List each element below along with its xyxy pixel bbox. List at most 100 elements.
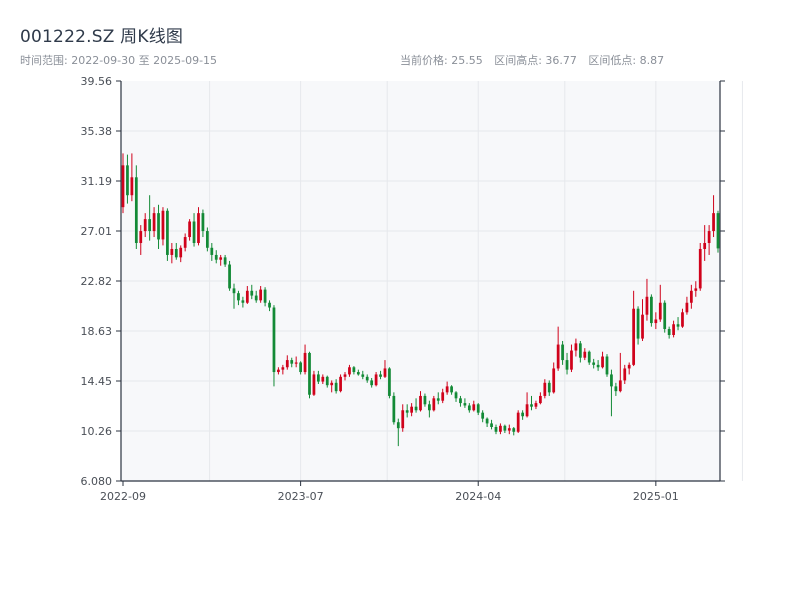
candle: [467, 403, 471, 413]
candle: [618, 352, 622, 393]
candle-body: [161, 210, 165, 240]
candle: [485, 417, 489, 427]
candle: [294, 356, 298, 368]
candle: [512, 426, 516, 436]
candle-body: [654, 319, 658, 324]
candle: [356, 369, 360, 376]
candle-body: [365, 376, 369, 381]
candle: [436, 392, 440, 405]
candle-body: [636, 308, 640, 339]
candle: [645, 278, 649, 321]
candle: [663, 300, 667, 333]
candle-body: [414, 406, 418, 411]
candle: [157, 204, 160, 249]
candle-body: [343, 374, 347, 377]
candle-body: [516, 412, 520, 432]
candle-body: [645, 296, 649, 315]
candle-body: [610, 374, 613, 387]
candle-body: [574, 343, 578, 351]
candle: [263, 287, 267, 307]
candle-body: [512, 428, 516, 432]
x-tick-label: 2024-04: [455, 490, 501, 503]
y-tick-label: 31.19: [81, 175, 113, 188]
candle-body: [330, 382, 334, 386]
candle: [543, 379, 547, 399]
candle-body: [547, 382, 551, 393]
candle-body: [472, 404, 476, 411]
candle-body: [561, 344, 564, 361]
range-low-label: 区间低点: 8.87: [588, 54, 665, 67]
candle-body: [543, 382, 547, 396]
candle: [126, 154, 129, 204]
candle: [134, 165, 138, 249]
candle: [423, 393, 427, 407]
candle: [148, 195, 152, 241]
candle: [285, 355, 289, 370]
candle-body: [303, 352, 307, 373]
candle-body: [392, 395, 396, 423]
candle: [232, 283, 236, 309]
candle-body: [676, 324, 680, 327]
candle: [650, 294, 653, 327]
candle-body: [485, 418, 489, 424]
candle: [201, 209, 205, 238]
chart-title: 001222.SZ 周K线图: [20, 27, 184, 47]
candle: [507, 424, 511, 435]
candle-body: [241, 300, 245, 303]
candle-body: [254, 295, 258, 301]
candle: [494, 424, 498, 435]
candle: [303, 344, 307, 375]
candle-body: [454, 392, 458, 399]
candle-body: [312, 374, 316, 395]
candle-body: [334, 382, 338, 392]
candle: [179, 245, 183, 263]
candle: [561, 340, 564, 365]
candle: [410, 403, 413, 417]
candle-body: [672, 324, 675, 336]
candle-body: [605, 356, 609, 375]
y-tick-label: 35.38: [81, 125, 113, 138]
candle-body: [663, 302, 667, 330]
candle-body: [618, 380, 622, 392]
candle-body: [681, 312, 684, 327]
candle: [627, 362, 631, 375]
candle: [516, 410, 520, 433]
candle-body: [530, 404, 533, 407]
candle-body: [130, 177, 134, 196]
candle: [636, 306, 640, 345]
x-axis-ticks: 2022-092023-072024-042025-012025-092025-…: [100, 481, 679, 503]
candle-body: [401, 410, 405, 429]
candle: [237, 290, 240, 306]
candle-body: [494, 426, 498, 432]
candle: [539, 392, 542, 405]
candle: [658, 284, 662, 322]
current-price-label: 当前价格: 25.55: [400, 54, 483, 67]
candle: [223, 254, 227, 267]
candle-body: [499, 425, 502, 432]
candle-body: [383, 368, 387, 377]
candle: [703, 225, 707, 261]
candle: [641, 299, 644, 341]
candle-body: [272, 307, 276, 373]
candle-body: [228, 264, 231, 289]
candle-body: [658, 302, 662, 320]
candle: [316, 370, 320, 384]
candle: [432, 395, 436, 412]
candle: [205, 227, 209, 252]
candle: [343, 372, 347, 381]
candle-body: [281, 367, 285, 370]
candle: [197, 207, 200, 246]
candle-body: [126, 165, 129, 196]
candle: [130, 153, 134, 202]
candle-body: [388, 368, 391, 396]
candle: [210, 243, 214, 261]
candle-body: [250, 290, 254, 296]
candle-body: [188, 221, 191, 238]
candle: [583, 348, 587, 361]
candle: [676, 317, 680, 331]
candle: [601, 351, 604, 369]
candle: [698, 243, 702, 291]
price-stats: 当前价格: 25.55 区间高点: 36.77 区间低点: 8.87: [400, 52, 672, 68]
candle-body: [596, 364, 600, 368]
candle: [472, 400, 476, 412]
